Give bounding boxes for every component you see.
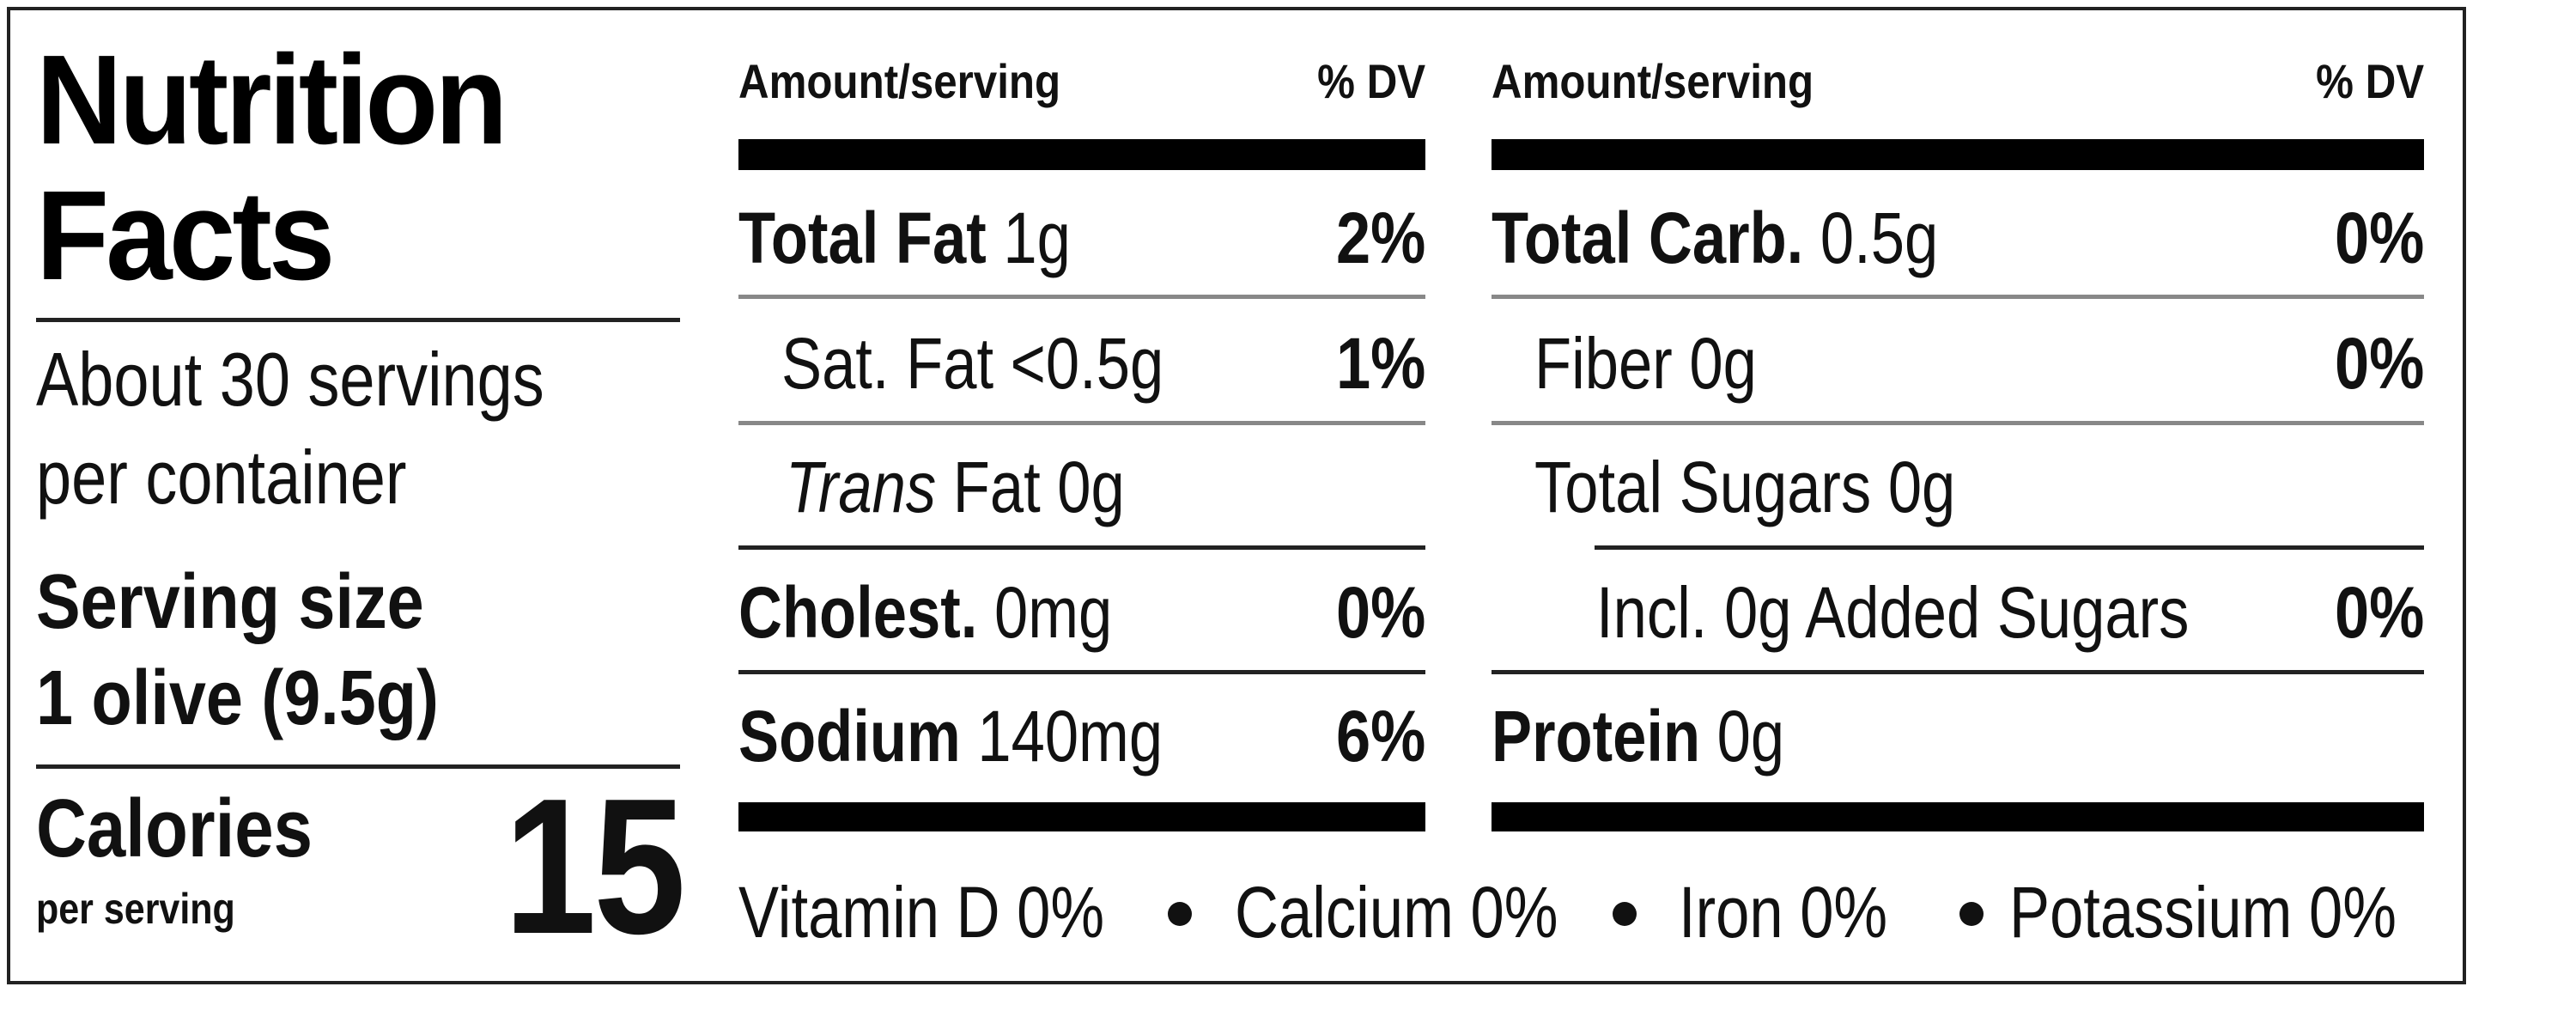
bullet-separator	[1959, 902, 1984, 926]
divider	[738, 670, 1425, 674]
nutrient-row-fiber: Fiber 0g 0%	[1492, 325, 2424, 402]
label-left-column: Nutrition Facts About 30 servings per co…	[36, 0, 686, 1011]
thick-divider	[1492, 802, 2424, 831]
divider	[1492, 421, 2424, 425]
nutrient-row-sat-fat: Sat. Fat <0.5g 1%	[738, 325, 1425, 402]
nutrients-column-right: Amount/serving % DV Total Carb. 0.5g 0% …	[1492, 0, 2424, 1011]
potassium: Potassium 0%	[2009, 872, 2397, 953]
daily-value-header: % DV	[1317, 54, 1425, 108]
column-header: Amount/serving % DV	[1492, 52, 2424, 112]
nutrient-name: Total Fat	[738, 198, 987, 278]
nutrient-amount: 1g	[1003, 198, 1071, 278]
title-line-1: Nutrition	[36, 29, 507, 171]
thick-divider	[1492, 139, 2424, 170]
divider	[738, 545, 1425, 550]
nutrient-amount: 0.5g	[1820, 198, 1939, 278]
divider	[36, 764, 680, 769]
nutrient-name: Fat 0g	[936, 447, 1125, 527]
nutrient-row-total-fat: Total Fat 1g 2%	[738, 199, 1425, 277]
divider	[36, 318, 680, 322]
nutrition-facts-title: Nutrition Facts	[36, 29, 507, 307]
nutrient-dv: 0%	[2334, 323, 2424, 404]
nutrient-dv: 0%	[2334, 198, 2424, 278]
nutrient-row-total-sugars: Total Sugars 0g	[1492, 448, 2424, 526]
nutrient-name: Total Sugars 0g	[1534, 447, 1956, 527]
amount-per-serving-header: Amount/serving	[1492, 54, 1814, 108]
calories-value: 15	[504, 758, 686, 974]
nutrient-dv: 6%	[1335, 696, 1425, 777]
daily-value-header: % DV	[2316, 54, 2424, 108]
nutrient-row-added-sugars: Incl. 0g Added Sugars 0%	[1492, 574, 2424, 651]
serving-size-label: Serving size	[36, 559, 424, 645]
nutrient-amount: 140mg	[977, 696, 1163, 777]
calories-sub-label: per serving	[36, 885, 235, 933]
vitamin-d: Vitamin D 0%	[738, 872, 1105, 953]
nutrient-dv: 0%	[1335, 572, 1425, 653]
nutrient-dv: 1%	[1335, 323, 1425, 404]
nutrition-label	[7, 7, 2466, 984]
vitamins-minerals-line: Vitamin D 0% Calcium 0% Iron 0% Potassiu…	[738, 869, 2424, 955]
title-line-2: Facts	[36, 165, 335, 307]
serving-size-value: 1 olive (9.5g)	[36, 655, 439, 741]
nutrient-name: Cholest.	[738, 572, 978, 653]
divider	[1492, 295, 2424, 299]
divider	[1492, 670, 2424, 674]
serving-size: Serving size 1 olive (9.5g)	[36, 554, 439, 746]
nutrient-name: Total Carb.	[1492, 198, 1804, 278]
thick-divider	[738, 802, 1425, 831]
nutrient-row-total-carb: Total Carb. 0.5g 0%	[1492, 199, 2424, 277]
nutrient-name: Sodium	[738, 696, 961, 777]
servings-per-container: About 30 servings per container	[36, 331, 544, 527]
servings-line-2: per container	[36, 435, 407, 520]
nutrient-name: Sat. Fat <0.5g	[781, 323, 1164, 404]
nutrient-name-italic: Trans	[786, 447, 937, 527]
amount-per-serving-header: Amount/serving	[738, 54, 1061, 108]
nutrient-dv: 2%	[1335, 198, 1425, 278]
nutrient-dv: 0%	[2334, 572, 2424, 653]
calcium: Calcium 0%	[1235, 872, 1558, 953]
nutrient-name: Incl. 0g Added Sugars	[1596, 572, 2190, 653]
nutrient-name: Protein	[1492, 696, 1701, 777]
servings-line-1: About 30 servings	[36, 337, 544, 422]
nutrient-amount: 0g	[1716, 696, 1785, 777]
nutrient-amount: 0mg	[993, 572, 1113, 653]
nutrient-name: Fiber 0g	[1534, 323, 1757, 404]
nutrient-row-cholesterol: Cholest. 0mg 0%	[738, 574, 1425, 651]
nutrient-row-protein: Protein 0g	[1492, 697, 2424, 775]
thick-divider	[738, 139, 1425, 170]
nutrient-row-trans-fat: Trans Fat 0g	[738, 448, 1425, 526]
bullet-separator	[1613, 902, 1637, 926]
divider	[738, 295, 1425, 299]
nutrient-row-sodium: Sodium 140mg 6%	[738, 697, 1425, 775]
divider	[738, 421, 1425, 425]
iron: Iron 0%	[1679, 872, 1888, 953]
nutrients-column-left: Amount/serving % DV Total Fat 1g 2% Sat.…	[738, 0, 1425, 1011]
calories-label: Calories	[36, 783, 313, 874]
bullet-separator	[1168, 902, 1192, 926]
divider	[1595, 545, 2424, 550]
column-header: Amount/serving % DV	[738, 52, 1425, 112]
